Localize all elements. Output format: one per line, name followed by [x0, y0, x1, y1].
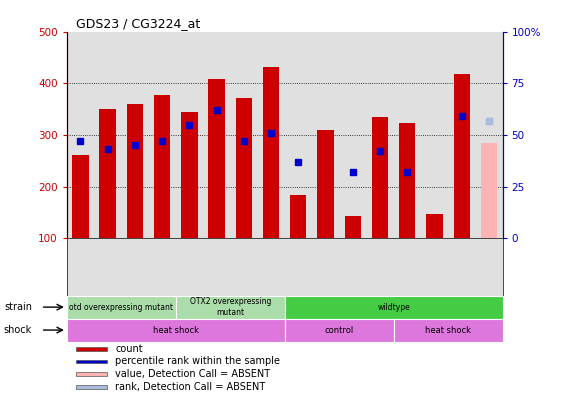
Bar — [67, 319, 285, 341]
Bar — [181, 112, 198, 238]
Bar — [372, 117, 388, 238]
Bar — [72, 154, 89, 238]
Bar — [175, 296, 285, 319]
Text: rank, Detection Call = ABSENT: rank, Detection Call = ABSENT — [116, 382, 266, 392]
Text: heat shock: heat shock — [425, 326, 471, 335]
Bar — [345, 216, 361, 238]
Bar — [236, 98, 252, 238]
Bar — [481, 143, 497, 238]
Text: wildtype: wildtype — [377, 303, 410, 312]
Text: strain: strain — [4, 302, 32, 312]
Bar — [99, 109, 116, 238]
Bar — [454, 74, 470, 238]
Bar — [285, 296, 503, 319]
Text: count: count — [116, 344, 143, 354]
Bar — [67, 296, 175, 319]
Text: shock: shock — [3, 325, 32, 335]
Bar — [76, 347, 107, 350]
Bar — [209, 79, 225, 238]
Bar — [76, 360, 107, 363]
Bar — [394, 319, 503, 341]
Bar — [154, 95, 170, 238]
Bar — [263, 67, 279, 238]
Bar — [317, 130, 333, 238]
Bar — [285, 319, 394, 341]
Bar — [290, 195, 307, 238]
Text: value, Detection Call = ABSENT: value, Detection Call = ABSENT — [116, 369, 271, 379]
Bar — [76, 385, 107, 388]
Bar — [127, 104, 143, 238]
Text: OTX2 overexpressing
mutant: OTX2 overexpressing mutant — [189, 297, 271, 317]
Bar — [76, 372, 107, 376]
Text: otd overexpressing mutant: otd overexpressing mutant — [69, 303, 173, 312]
Bar — [426, 214, 443, 238]
Text: control: control — [325, 326, 354, 335]
Text: GDS23 / CG3224_at: GDS23 / CG3224_at — [76, 17, 200, 30]
Bar — [399, 123, 415, 238]
Text: heat shock: heat shock — [153, 326, 199, 335]
Text: percentile rank within the sample: percentile rank within the sample — [116, 356, 281, 366]
